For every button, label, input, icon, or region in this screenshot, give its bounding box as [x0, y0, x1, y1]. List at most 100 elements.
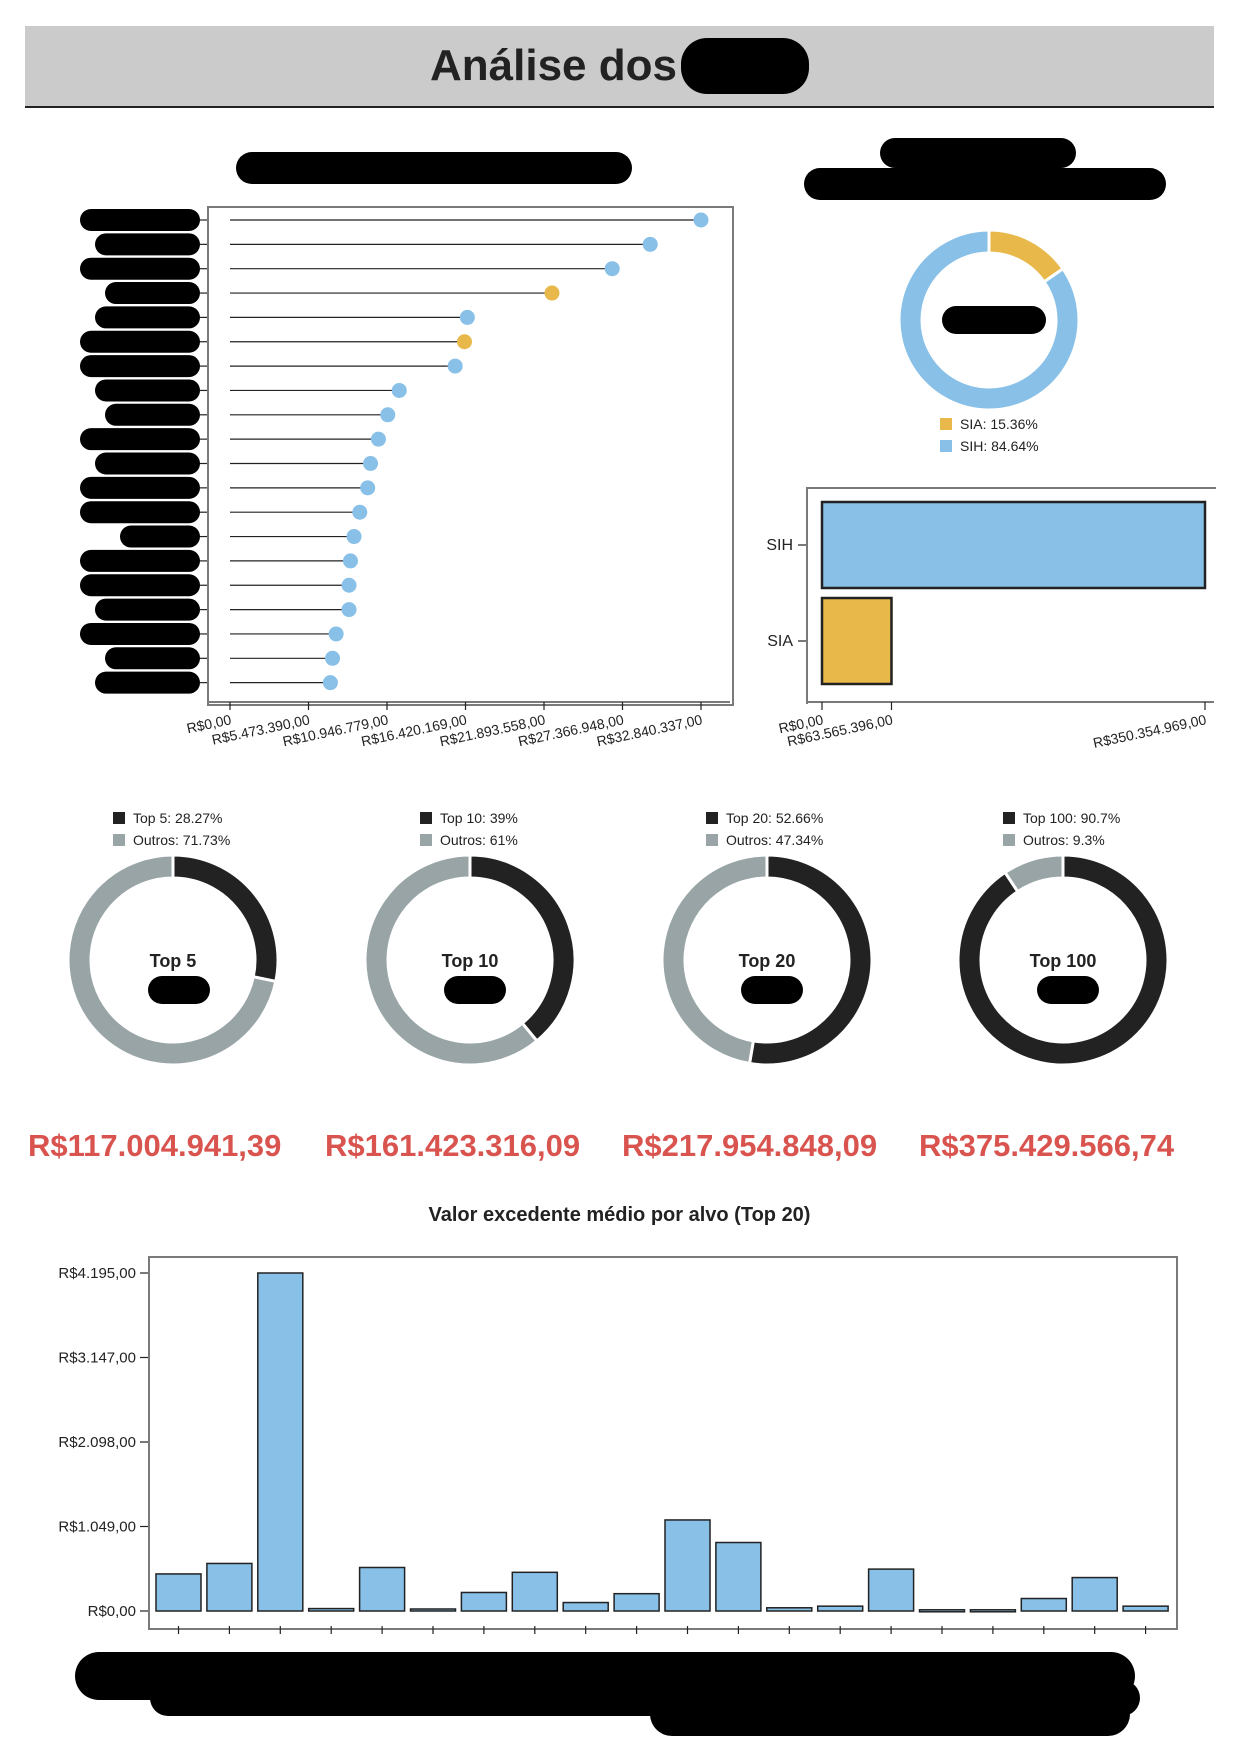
concentration-donut-legend: Top 5: 28.27% Outros: 71.73%: [113, 807, 230, 851]
redacted-category-label: [80, 428, 200, 451]
redacted-category-label: [80, 355, 200, 378]
redacted-category-label: [80, 257, 200, 280]
vbar-bar: [409, 1608, 457, 1612]
redacted-donut-title-2: [804, 168, 1166, 200]
legend-label: Outros: 47.34%: [726, 832, 824, 848]
vbar-bar: [715, 1541, 762, 1612]
redacted-top100-center: [1037, 976, 1099, 1004]
lollipop-point: [363, 456, 379, 471]
hbar-bar-sia: [820, 596, 893, 686]
redacted-category-label: [95, 233, 200, 256]
redacted-category-label: [95, 452, 200, 475]
top5-total-value: R$117.004.941,39: [28, 1128, 282, 1163]
donut-center-label: Top 10: [442, 951, 499, 971]
lollipop-point: [346, 529, 362, 545]
vbar-bar: [511, 1571, 559, 1612]
lollipop-point: [352, 504, 368, 520]
page-title: Análise dos: [430, 41, 677, 90]
legend-swatch: [420, 812, 432, 824]
redacted-category-label: [80, 476, 200, 499]
redacted-top10-center: [444, 976, 506, 1004]
vbar-bar: [562, 1601, 609, 1612]
top20-total-value: R$217.954.848,09: [622, 1128, 878, 1163]
lollipop-point: [341, 577, 357, 593]
legend-swatch: [706, 834, 718, 846]
lollipop-point: [456, 334, 472, 350]
concentration-donut-2-slice-0: [747, 853, 874, 1067]
lollipop-point: [341, 602, 357, 618]
concentration-donut-3-slice-0: [956, 853, 1170, 1067]
legend-label-sih: SIH: 84.64%: [960, 438, 1039, 454]
redacted-lollipop-title: [236, 152, 632, 184]
donut-center-label: Top 5: [150, 951, 197, 971]
lollipop-point: [693, 212, 709, 228]
lollipop-point: [322, 675, 338, 691]
redacted-donut-title-1: [880, 138, 1076, 168]
top100-total-value: R$375.429.566,74: [919, 1128, 1175, 1163]
vbar-bar: [155, 1573, 202, 1612]
lollipop-point: [391, 382, 407, 398]
vbar-bar: [257, 1272, 304, 1612]
vbar-bar: [969, 1609, 1017, 1613]
legend-label: Outros: 9.3%: [1023, 832, 1105, 848]
lollipop-point: [642, 236, 658, 252]
vbar-y-tick-label: R$0,00: [88, 1603, 136, 1620]
legend-swatch: [1003, 834, 1015, 846]
legend-swatch-sia: [940, 418, 952, 430]
hbar-category-label: SIA: [767, 633, 793, 650]
legend-swatch: [113, 834, 125, 846]
redacted-category-label: [80, 501, 200, 524]
hbar-bar-sih: [820, 500, 1207, 590]
redacted-category-label: [95, 379, 200, 402]
redacted-category-label: [120, 525, 200, 548]
vbar-bar: [613, 1592, 660, 1612]
vbar-bar: [1071, 1576, 1118, 1612]
vbar-bar: [867, 1568, 915, 1612]
lollipop-point: [459, 309, 475, 325]
redacted-category-label: [80, 549, 200, 572]
legend-swatch: [706, 812, 718, 824]
redacted-category-label: [95, 598, 200, 621]
redacted-category-label: [80, 209, 200, 231]
hbar-category-label: SIH: [766, 537, 793, 554]
lollipop-point: [544, 285, 560, 301]
redacted-donut-center: [942, 306, 1046, 334]
concentration-donut-0-slice-1: [66, 853, 278, 1067]
lollipop-point: [328, 626, 344, 642]
redacted-category-label: [105, 647, 200, 670]
concentration-donut-3-slice-1: [1003, 853, 1065, 894]
redacted-top5-center: [148, 976, 210, 1004]
donut-center-label: Top 20: [739, 951, 796, 971]
legend-label: Top 10: 39%: [440, 810, 518, 826]
bottom-chart-title: Valor excedente médio por alvo (Top 20): [428, 1204, 811, 1226]
lollipop-point: [370, 431, 386, 447]
vbar-bar: [307, 1607, 355, 1612]
redacted-category-label: [95, 306, 200, 329]
donut-center-label: Top 100: [1030, 951, 1097, 971]
concentration-donut-2-slice-1: [660, 853, 769, 1066]
concentration-donut-legend: Top 20: 52.66% Outros: 47.34%: [706, 807, 823, 851]
legend-label: Outros: 61%: [440, 832, 518, 848]
legend-label-sia: SIA: 15.36%: [960, 416, 1038, 432]
lollipop-plot-panel: [207, 206, 734, 706]
legend-label: Outros: 71.73%: [133, 832, 231, 848]
vbar-y-tick-label: R$4.195,00: [58, 1265, 136, 1282]
vbar-y-tick-label: R$3.147,00: [58, 1350, 136, 1367]
concentration-donut-1-slice-1: [363, 853, 540, 1067]
lollipop-point: [380, 407, 396, 423]
concentration-donut-legend: Top 100: 90.7% Outros: 9.3%: [1003, 807, 1120, 851]
redacted-category-label: [95, 671, 200, 694]
vbar-bar: [766, 1607, 813, 1612]
bottom-bar-plot-panel: [148, 1256, 1178, 1630]
redacted-top20-center: [741, 976, 803, 1004]
page-header: Análise dos: [25, 26, 1214, 108]
vbar-bar: [816, 1605, 864, 1612]
concentration-donut-legend: Top 10: 39% Outros: 61%: [420, 807, 518, 851]
lollipop-point: [447, 358, 463, 374]
lollipop-point: [325, 650, 341, 666]
top10-total-value: R$161.423.316,09: [325, 1128, 581, 1163]
legend-label: Top 20: 52.66%: [726, 810, 824, 826]
